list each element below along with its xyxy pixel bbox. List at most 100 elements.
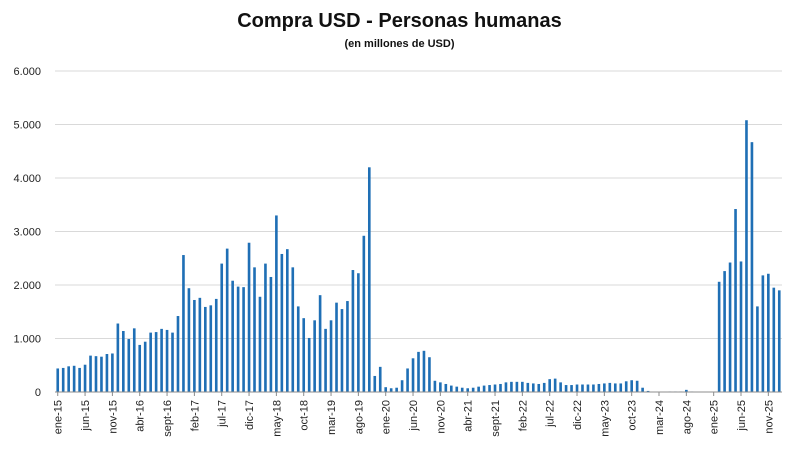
bar (646, 390, 650, 392)
bar (122, 331, 125, 392)
bar (236, 286, 240, 392)
bar (220, 263, 224, 392)
bar (89, 355, 92, 392)
bars (56, 120, 781, 392)
bar (417, 351, 420, 392)
bar (455, 386, 459, 392)
bar (592, 384, 595, 392)
bar (286, 249, 289, 392)
bar (143, 341, 147, 392)
bar (100, 356, 103, 392)
x-tick-label: oct-18 (299, 400, 311, 431)
x-tick-label: sept-21 (490, 400, 502, 437)
bar (72, 365, 76, 392)
x-tick-label: ene-25 (709, 400, 721, 434)
bar (61, 367, 65, 392)
bar (542, 382, 546, 392)
bar (231, 280, 234, 392)
bar (570, 385, 573, 392)
bar (132, 328, 136, 392)
bar (537, 383, 541, 392)
x-tick-label: oct-23 (627, 400, 639, 431)
bar (389, 388, 393, 392)
bar (302, 318, 306, 392)
bar (750, 142, 754, 392)
bar (340, 309, 344, 392)
x-tick-label: dic-17 (244, 400, 256, 430)
y-tick-label: 1.000 (13, 334, 41, 346)
bar (318, 295, 322, 392)
axes (55, 391, 782, 396)
bar (723, 271, 726, 392)
chart-subtitle: (en millones de USD) (344, 38, 455, 50)
y-tick-label: 4.000 (13, 173, 41, 185)
bar (67, 366, 70, 392)
chart-title: Compra USD - Personas humanas (237, 10, 562, 32)
bar (777, 290, 781, 392)
bar (258, 296, 262, 392)
bar (269, 276, 273, 392)
bar (477, 386, 480, 392)
bar (493, 384, 497, 392)
bar (613, 383, 617, 392)
bar (313, 320, 316, 392)
bar (253, 267, 256, 392)
bar (641, 387, 644, 392)
bar (182, 255, 185, 392)
bar (351, 270, 355, 392)
bar (149, 332, 152, 392)
x-tick-label: may-18 (271, 400, 283, 437)
bar (105, 354, 109, 392)
bar (373, 375, 377, 392)
bar (466, 388, 470, 392)
bar (400, 380, 404, 392)
bar (242, 287, 245, 392)
bar (767, 273, 770, 392)
bar (384, 387, 388, 392)
x-tick-label: abr-16 (135, 400, 147, 432)
bar (176, 316, 180, 392)
bar (225, 248, 229, 392)
bar (575, 384, 579, 392)
bar (734, 209, 737, 392)
bar (548, 379, 551, 392)
x-tick-label: feb-22 (517, 400, 529, 431)
bar (362, 235, 366, 392)
bar (510, 381, 513, 392)
bar (471, 387, 475, 392)
bar (460, 387, 464, 392)
y-tick-labels: 0 1.000 2.000 3.000 4.000 5.000 6.000 (13, 66, 41, 399)
bar (488, 385, 491, 392)
bar (428, 357, 431, 392)
x-tick-label: abr-21 (463, 400, 475, 432)
bar (198, 297, 202, 392)
x-tick-label: nov-20 (435, 400, 447, 434)
x-tick-label: feb-17 (189, 400, 201, 431)
x-tick-label: nov-25 (763, 400, 775, 434)
x-tick-label: sept-16 (162, 400, 174, 437)
bar (422, 350, 426, 392)
bar (439, 382, 442, 392)
bar (499, 383, 502, 392)
bar (127, 339, 131, 392)
bar (772, 287, 776, 392)
x-tick-label: ene-15 (53, 400, 65, 434)
bar (717, 281, 721, 392)
x-tick-label: jul-17 (217, 400, 229, 428)
bar (94, 356, 98, 392)
bar (586, 384, 590, 392)
y-tick-label: 2.000 (13, 280, 41, 292)
x-tick-label: ago-24 (681, 400, 693, 434)
y-tick-label: 0 (35, 387, 41, 399)
bar (291, 267, 295, 392)
bar (449, 385, 453, 392)
bar (581, 384, 584, 392)
gridlines (55, 70, 782, 339)
bar (482, 385, 486, 392)
bar (324, 328, 327, 392)
y-tick-label: 6.000 (13, 66, 41, 78)
bar (209, 305, 213, 392)
x-tick-label: dic-22 (572, 400, 584, 430)
